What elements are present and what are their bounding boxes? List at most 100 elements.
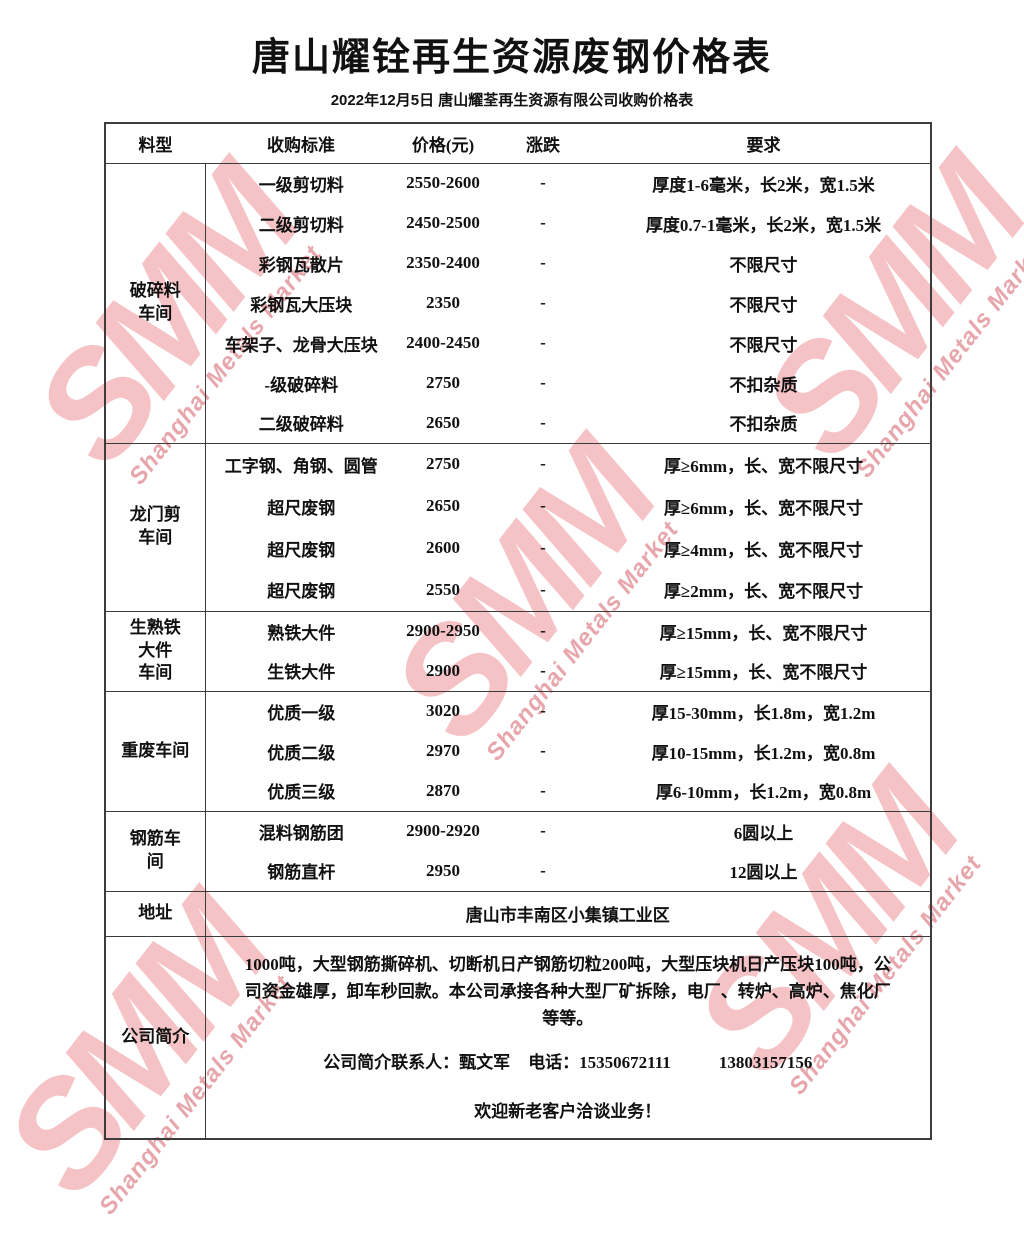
standard-cell: 超尺废钢 (267, 582, 336, 602)
section-rebar-workshop: 钢筋车 间 混料钢筋团 2900-2920 - 6圆以上 钢筋直杆 2950 -… (105, 810, 931, 891)
requirement-cell: 不限尺寸 (729, 295, 798, 315)
section-iron-large-pieces-workshop: 生熟铁 大件 车间 熟铁大件 2900-2950 - 厚≥15mm，长、宽不限尺… (105, 610, 931, 691)
standard-cell: 混料钢筋团 (205, 810, 397, 851)
change-cell: - (489, 610, 597, 651)
address-label: 地址 (105, 890, 206, 936)
change-cell: - (489, 810, 597, 851)
page-subtitle: 2022年12月5日 唐山耀荃再生资源有限公司收购价格表 (330, 92, 694, 109)
address-value: 唐山市丰南区小集镇工业区 (205, 890, 931, 936)
header-material-type: 料型 (138, 135, 173, 155)
section-crushing-workshop: 破碎料 车间 一级剪切料 2550-2600 - 厚度1-6毫米，长2米，宽1.… (105, 162, 931, 443)
requirement-cell: 6圆以上 (597, 810, 931, 851)
company-profile-label: 公司简介 (105, 935, 206, 1139)
price-cell: 2750 (426, 373, 460, 392)
company-profile-cell: 1000吨，大型钢筋撕碎机、切断机日产钢筋切粒200吨，大型压块机日产压块100… (205, 935, 931, 1139)
change-cell: - (489, 690, 597, 731)
category-cell: 龙门剪 车间 (105, 442, 206, 611)
price-cell: 2750 (397, 442, 489, 485)
price-sheet-page: SMM Shanghai Metals Market SMM Shanghai … (0, 26, 1024, 1235)
section-company-profile: 公司简介 1000吨，大型钢筋撕碎机、切断机日产钢筋切粒200吨，大型压块机日产… (105, 935, 931, 1139)
price-table: 料型 收购标准 价格(元) 涨跌 要求 破碎料 车间 一级剪切料 2550-26… (104, 122, 932, 1140)
change-cell: - (540, 333, 546, 352)
requirement-cell: 不限尺寸 (729, 335, 798, 355)
price-row: 生熟铁 大件 车间 熟铁大件 2900-2950 - 厚≥15mm，长、宽不限尺… (105, 610, 931, 691)
category-cell: 钢筋车 间 (105, 810, 206, 891)
price-cell: 2900 (426, 660, 460, 680)
requirement-cell: 厚≥15mm，长、宽不限尺寸 (659, 663, 868, 683)
price-row: 车架子、龙骨大压块 2400-2450 - 不限尺寸 (105, 323, 931, 363)
header-price: 价格(元) (411, 135, 475, 155)
standard-cell: 钢筋直杆 (267, 863, 336, 883)
change-cell: - (489, 162, 597, 203)
change-cell: - (540, 496, 546, 515)
requirement-cell: 厚≥4mm，长、宽不限尺寸 (663, 540, 864, 560)
standard-cell: 一级剪切料 (205, 162, 397, 203)
table-header-row: 料型 收购标准 价格(元) 涨跌 要求 (105, 123, 931, 163)
standard-cell: 生铁大件 (267, 663, 336, 683)
requirement-cell: 厚15-30mm，长1.8m，宽1.2m (597, 690, 931, 731)
standard-cell: 二级剪切料 (258, 215, 344, 235)
change-cell: - (540, 293, 546, 312)
change-cell: - (540, 741, 546, 760)
price-row: 重废车间 优质一级 3020 - 厚15-30mm，长1.8m，宽1.2m (105, 690, 931, 811)
requirement-cell: 厚6-10mm，长1.2m，宽0.8m (655, 783, 872, 803)
standard-cell: 优质一级 (205, 690, 397, 731)
price-cell: 2550 (426, 579, 460, 599)
price-cell: 2900-2950 (397, 610, 489, 651)
company-profile-row: 公司简介 1000吨，大型钢筋撕碎机、切断机日产钢筋切粒200吨，大型压块机日产… (105, 935, 931, 1139)
company-profile-welcome: 欢迎新老客户洽谈业务！ (474, 1101, 662, 1121)
price-cell: 2650 (426, 412, 460, 432)
price-cell: 2950 (426, 860, 460, 880)
page-title: 唐山耀铨再生资源废钢价格表 (251, 37, 772, 79)
requirement-cell: 12圆以上 (729, 863, 798, 883)
requirement-cell: 厚≥2mm，长、宽不限尺寸 (663, 582, 864, 602)
price-cell: 2870 (426, 780, 460, 800)
standard-cell: 二级破碎料 (258, 415, 344, 435)
price-cell: 2650 (426, 496, 460, 515)
contact-phone-1: 电话：15350672111 (528, 1052, 671, 1072)
change-cell: - (540, 860, 546, 880)
price-cell: 2600 (426, 538, 460, 557)
address-row: 地址 唐山市丰南区小集镇工业区 (105, 890, 931, 936)
standard-cell: 优质三级 (267, 783, 336, 803)
requirement-cell: 厚≥15mm，长、宽不限尺寸 (597, 610, 931, 651)
company-profile-contact-line: 公司简介联系人：甄文军 电话：15350672111 13803157156 (224, 1048, 913, 1073)
price-row: 龙门剪 车间 工字钢、角钢、圆管 2750 - 厚≥6mm，长、宽不限尺寸 (105, 442, 931, 611)
price-row: 优质二级 2970 - 厚10-15mm，长1.2m，宽0.8m (105, 731, 931, 771)
standard-cell: 彩钢瓦散片 (258, 255, 344, 275)
requirement-cell: 厚10-15mm，长1.2m，宽0.8m (651, 743, 876, 763)
price-row: 彩钢瓦散片 2350-2400 - 不限尺寸 (105, 243, 931, 283)
section-gantry-shear-workshop: 龙门剪 车间 工字钢、角钢、圆管 2750 - 厚≥6mm，长、宽不限尺寸 超尺… (105, 442, 931, 611)
change-cell: - (540, 412, 546, 432)
change-cell: - (540, 780, 546, 800)
price-row: 超尺废钢 2550 - 厚≥2mm，长、宽不限尺寸 (105, 569, 931, 611)
standard-cell: 工字钢、角钢、圆管 (205, 442, 397, 485)
price-row: 超尺废钢 2650 - 厚≥6mm，长、宽不限尺寸 (105, 485, 931, 527)
change-cell: - (540, 373, 546, 392)
section-heavy-scrap-workshop: 重废车间 优质一级 3020 - 厚15-30mm，长1.8m，宽1.2m 优质… (105, 690, 931, 811)
price-row: 二级剪切料 2450-2500 - 厚度0.7-1毫米，长2米，宽1.5米 (105, 203, 931, 243)
requirement-cell: 厚度1-6毫米，长2米，宽1.5米 (597, 162, 931, 203)
change-cell: - (540, 253, 546, 272)
header-purchase-standard: 收购标准 (267, 135, 335, 155)
standard-cell: 彩钢瓦大压块 (250, 295, 353, 315)
requirement-cell: 厚≥6mm，长、宽不限尺寸 (597, 442, 931, 485)
price-cell: 2400-2450 (406, 333, 480, 352)
price-cell: 3020 (397, 690, 489, 731)
contact-person: 公司简介联系人：甄文军 (323, 1052, 511, 1072)
requirement-cell: 不扣杂质 (729, 415, 798, 435)
contact-phone-2: 13803157156 (718, 1052, 813, 1072)
requirement-cell: 不扣杂质 (729, 375, 798, 395)
price-row: 二级破碎料 2650 - 不扣杂质 (105, 403, 931, 443)
category-cell: 生熟铁 大件 车间 (105, 610, 206, 691)
price-cell: 2550-2600 (397, 162, 489, 203)
company-profile-description: 1000吨，大型钢筋撕碎机、切断机日产钢筋切粒200吨，大型压块机日产压块100… (244, 954, 891, 1028)
price-row: -级破碎料 2750 - 不扣杂质 (105, 363, 931, 403)
price-row: 彩钢瓦大压块 2350 - 不限尺寸 (105, 283, 931, 323)
price-cell: 2350-2400 (406, 253, 480, 272)
requirement-cell: 厚度0.7-1毫米，长2米，宽1.5米 (645, 215, 882, 235)
price-row: 钢筋车 间 混料钢筋团 2900-2920 - 6圆以上 (105, 810, 931, 891)
price-cell: 2350 (426, 293, 460, 312)
price-cell: 2970 (426, 741, 460, 760)
category-cell: 破碎料 车间 (105, 162, 206, 443)
